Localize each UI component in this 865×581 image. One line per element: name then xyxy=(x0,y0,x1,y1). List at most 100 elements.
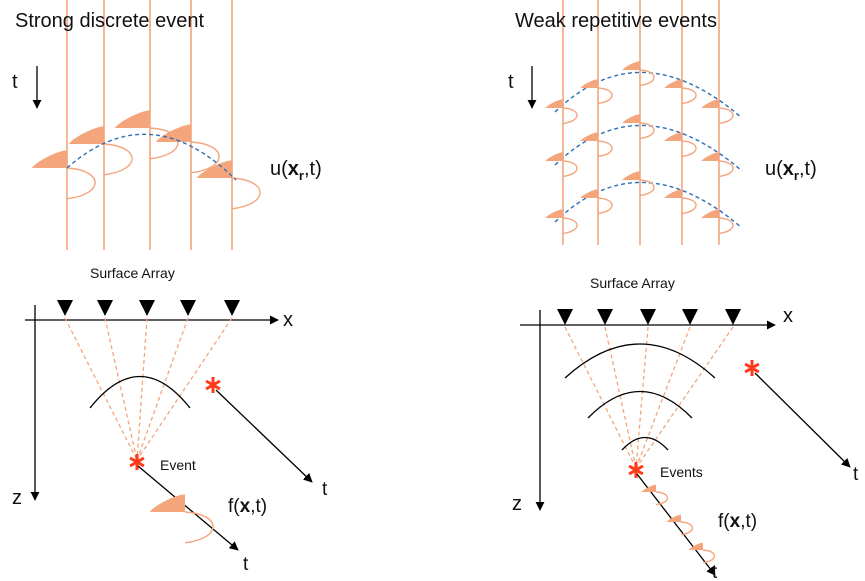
star xyxy=(129,456,145,468)
wavelet-outline xyxy=(702,549,716,564)
wavelet-outline xyxy=(718,217,734,235)
line xyxy=(136,317,148,461)
wavelet-outline xyxy=(639,179,655,197)
label-part: r xyxy=(794,168,799,183)
wavelet-fill xyxy=(701,152,719,161)
wavelet-outline xyxy=(680,521,694,536)
receiver xyxy=(725,309,741,325)
wavelet-outline xyxy=(639,122,655,140)
wavelet-outline xyxy=(681,197,697,215)
wavefront xyxy=(621,436,669,451)
panel-title: Weak repetitive events xyxy=(515,10,717,32)
wavelet-fill xyxy=(701,99,719,108)
label-part: ,t) xyxy=(250,496,267,517)
wavelet-fill xyxy=(622,171,640,180)
star xyxy=(628,464,644,476)
wavelet-fill xyxy=(641,484,656,492)
star xyxy=(744,362,760,374)
time-label: t xyxy=(12,71,18,93)
line xyxy=(137,465,239,551)
wavelet-fill xyxy=(545,209,563,218)
wavelet-fill xyxy=(545,152,563,161)
panel-title: Strong discrete event xyxy=(15,10,204,32)
wavelet-fill xyxy=(688,542,703,550)
wavelet-fill xyxy=(31,150,67,168)
label-part: x xyxy=(783,158,794,180)
label-part: f( xyxy=(228,496,240,517)
wavelet-outline xyxy=(190,141,220,174)
wavefront xyxy=(587,390,693,419)
wavelet-fill xyxy=(580,79,598,88)
source-label: f(x,t) xyxy=(718,511,757,532)
receiver xyxy=(57,300,73,316)
wavelet-fill xyxy=(545,99,563,108)
z-axis-label: z xyxy=(512,493,522,515)
receiver xyxy=(97,300,113,316)
wavelet-fill xyxy=(664,189,682,198)
wavelet-fill xyxy=(580,189,598,198)
source-label: f(x,t) xyxy=(228,496,267,517)
array-label: Surface Array xyxy=(590,275,675,291)
z-axis-label: z xyxy=(12,487,22,509)
wavelet-outline xyxy=(103,143,133,176)
wavelet-fill xyxy=(196,160,232,178)
label-part: u( xyxy=(765,158,783,180)
wavelet-outline xyxy=(718,160,734,178)
star xyxy=(205,379,221,391)
moveout xyxy=(66,133,237,181)
wavelet-fill xyxy=(666,514,681,522)
ray-time-label: t xyxy=(322,479,328,500)
layout xyxy=(25,0,851,576)
wavelet-outline xyxy=(149,127,179,160)
wavelet-outline xyxy=(639,69,655,87)
label-part: ,t) xyxy=(799,158,817,180)
line xyxy=(104,317,138,461)
wavelet-outline xyxy=(231,177,261,210)
line xyxy=(635,326,734,469)
time-label: t xyxy=(508,71,514,93)
label-part: f( xyxy=(718,511,730,532)
wavelet-outline xyxy=(597,87,613,105)
wavelet-outline xyxy=(562,217,578,235)
label-part: u( xyxy=(270,158,288,180)
wavefront xyxy=(89,375,191,409)
wavelet-fill xyxy=(622,114,640,123)
wavelet-fill xyxy=(580,132,598,141)
receiver xyxy=(224,300,240,316)
trace-label: u(xr,t) xyxy=(270,158,322,183)
wavelet-outline xyxy=(718,107,734,125)
line xyxy=(64,317,138,461)
label-part: x xyxy=(240,496,251,517)
moveout xyxy=(554,124,743,172)
wavelet-fill xyxy=(155,124,191,142)
ray-time-label: t xyxy=(243,554,249,575)
label-part: ,t) xyxy=(740,511,757,532)
line xyxy=(136,317,189,461)
moveout xyxy=(554,181,743,229)
wavelet-outline xyxy=(681,140,697,158)
line xyxy=(754,372,851,468)
wavelet-outline xyxy=(562,160,578,178)
wavelet-outline xyxy=(597,197,613,215)
wavelet-outline xyxy=(184,511,214,544)
event-label: Event xyxy=(160,457,196,473)
wavelet-outline xyxy=(66,167,96,200)
array-label: Surface Array xyxy=(90,265,175,281)
label-part: ,t) xyxy=(304,158,322,180)
receiver xyxy=(640,309,656,325)
moveout xyxy=(554,71,743,119)
line xyxy=(136,317,233,461)
wavelet-outline xyxy=(597,140,613,158)
wavelet-fill xyxy=(664,132,682,141)
ray-time-label: t xyxy=(712,562,718,581)
label-part: x xyxy=(730,511,741,532)
wavelet-fill xyxy=(149,494,185,512)
line xyxy=(564,326,637,469)
label-part: x xyxy=(288,158,299,180)
label-part: r xyxy=(299,168,304,183)
wavefront xyxy=(564,343,716,379)
receiver xyxy=(180,300,196,316)
line xyxy=(635,326,691,469)
wavelet-fill xyxy=(114,110,150,128)
x-axis-label: x xyxy=(783,305,793,327)
